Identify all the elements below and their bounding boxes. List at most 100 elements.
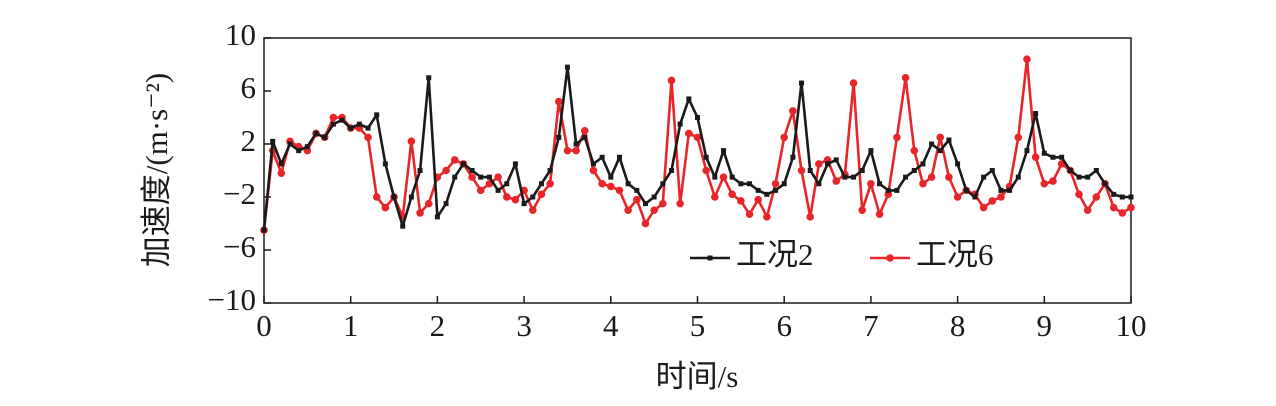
point bbox=[780, 133, 788, 142]
point bbox=[806, 213, 815, 221]
point bbox=[1067, 168, 1073, 173]
point bbox=[903, 174, 909, 180]
point bbox=[434, 214, 440, 220]
y-tick-label: −2 bbox=[223, 176, 256, 211]
point bbox=[469, 168, 475, 173]
point bbox=[460, 161, 466, 167]
x-tick-label: 0 bbox=[256, 308, 272, 343]
point bbox=[547, 168, 553, 173]
point bbox=[374, 112, 380, 118]
y-tick-label: 10 bbox=[225, 17, 256, 52]
point bbox=[936, 133, 945, 142]
point bbox=[589, 166, 598, 175]
point bbox=[859, 168, 865, 173]
point bbox=[849, 79, 858, 87]
point bbox=[624, 206, 632, 215]
x-tick-label: 8 bbox=[950, 308, 966, 343]
point bbox=[676, 199, 684, 208]
point bbox=[1050, 154, 1056, 160]
point bbox=[1023, 55, 1031, 63]
point bbox=[1024, 148, 1030, 154]
point bbox=[719, 173, 728, 181]
point bbox=[754, 195, 762, 204]
point bbox=[745, 210, 754, 219]
point bbox=[893, 133, 901, 142]
point bbox=[528, 206, 537, 215]
point bbox=[894, 187, 900, 193]
point bbox=[598, 179, 606, 188]
point bbox=[556, 134, 562, 140]
point bbox=[416, 209, 424, 217]
point bbox=[304, 144, 310, 150]
point bbox=[424, 199, 433, 208]
point bbox=[790, 154, 796, 160]
point bbox=[634, 187, 640, 193]
point bbox=[1128, 194, 1134, 200]
point bbox=[599, 154, 605, 160]
point bbox=[348, 125, 354, 131]
point bbox=[563, 146, 572, 155]
point bbox=[668, 168, 674, 173]
point bbox=[711, 193, 719, 201]
point bbox=[452, 174, 458, 180]
point bbox=[494, 173, 502, 181]
point bbox=[381, 203, 390, 212]
point bbox=[773, 187, 779, 193]
point bbox=[738, 181, 744, 187]
point bbox=[911, 168, 917, 173]
point bbox=[530, 194, 536, 200]
point bbox=[1093, 168, 1099, 173]
point bbox=[330, 121, 336, 127]
point bbox=[728, 190, 736, 199]
point bbox=[677, 121, 683, 127]
x-tick-label: 6 bbox=[776, 308, 792, 343]
point bbox=[927, 173, 936, 181]
point bbox=[365, 125, 371, 131]
point bbox=[929, 141, 935, 147]
point bbox=[695, 115, 700, 120]
point bbox=[504, 181, 510, 187]
point bbox=[945, 173, 953, 181]
point bbox=[703, 154, 709, 160]
point bbox=[833, 157, 839, 163]
point bbox=[737, 197, 745, 205]
point bbox=[538, 181, 544, 187]
point bbox=[641, 219, 650, 228]
point bbox=[313, 130, 319, 136]
legend-marker bbox=[707, 255, 713, 261]
legend-label: 工况6 bbox=[916, 237, 994, 272]
point bbox=[816, 181, 822, 187]
point bbox=[799, 80, 805, 86]
point bbox=[981, 174, 987, 180]
point bbox=[815, 160, 823, 168]
point bbox=[400, 223, 406, 229]
point bbox=[408, 194, 414, 200]
point bbox=[372, 193, 381, 201]
point bbox=[979, 203, 988, 212]
y-tick-label: 6 bbox=[241, 70, 257, 105]
point bbox=[851, 174, 857, 180]
point bbox=[955, 161, 961, 167]
point bbox=[476, 186, 485, 195]
point bbox=[789, 107, 797, 115]
point bbox=[875, 210, 884, 219]
point bbox=[607, 182, 615, 191]
point bbox=[590, 161, 596, 167]
x-tick-label: 1 bbox=[343, 308, 359, 343]
point bbox=[721, 148, 727, 154]
point bbox=[972, 194, 978, 200]
x-tick-label: 5 bbox=[690, 308, 706, 343]
point bbox=[278, 161, 284, 167]
point bbox=[946, 137, 952, 143]
x-tick-label: 2 bbox=[430, 308, 446, 343]
point bbox=[537, 190, 546, 199]
point bbox=[615, 186, 624, 195]
point bbox=[417, 168, 423, 173]
legend-marker bbox=[886, 254, 894, 262]
point bbox=[825, 161, 831, 167]
point bbox=[616, 154, 622, 160]
point bbox=[747, 181, 753, 187]
point bbox=[764, 191, 770, 197]
